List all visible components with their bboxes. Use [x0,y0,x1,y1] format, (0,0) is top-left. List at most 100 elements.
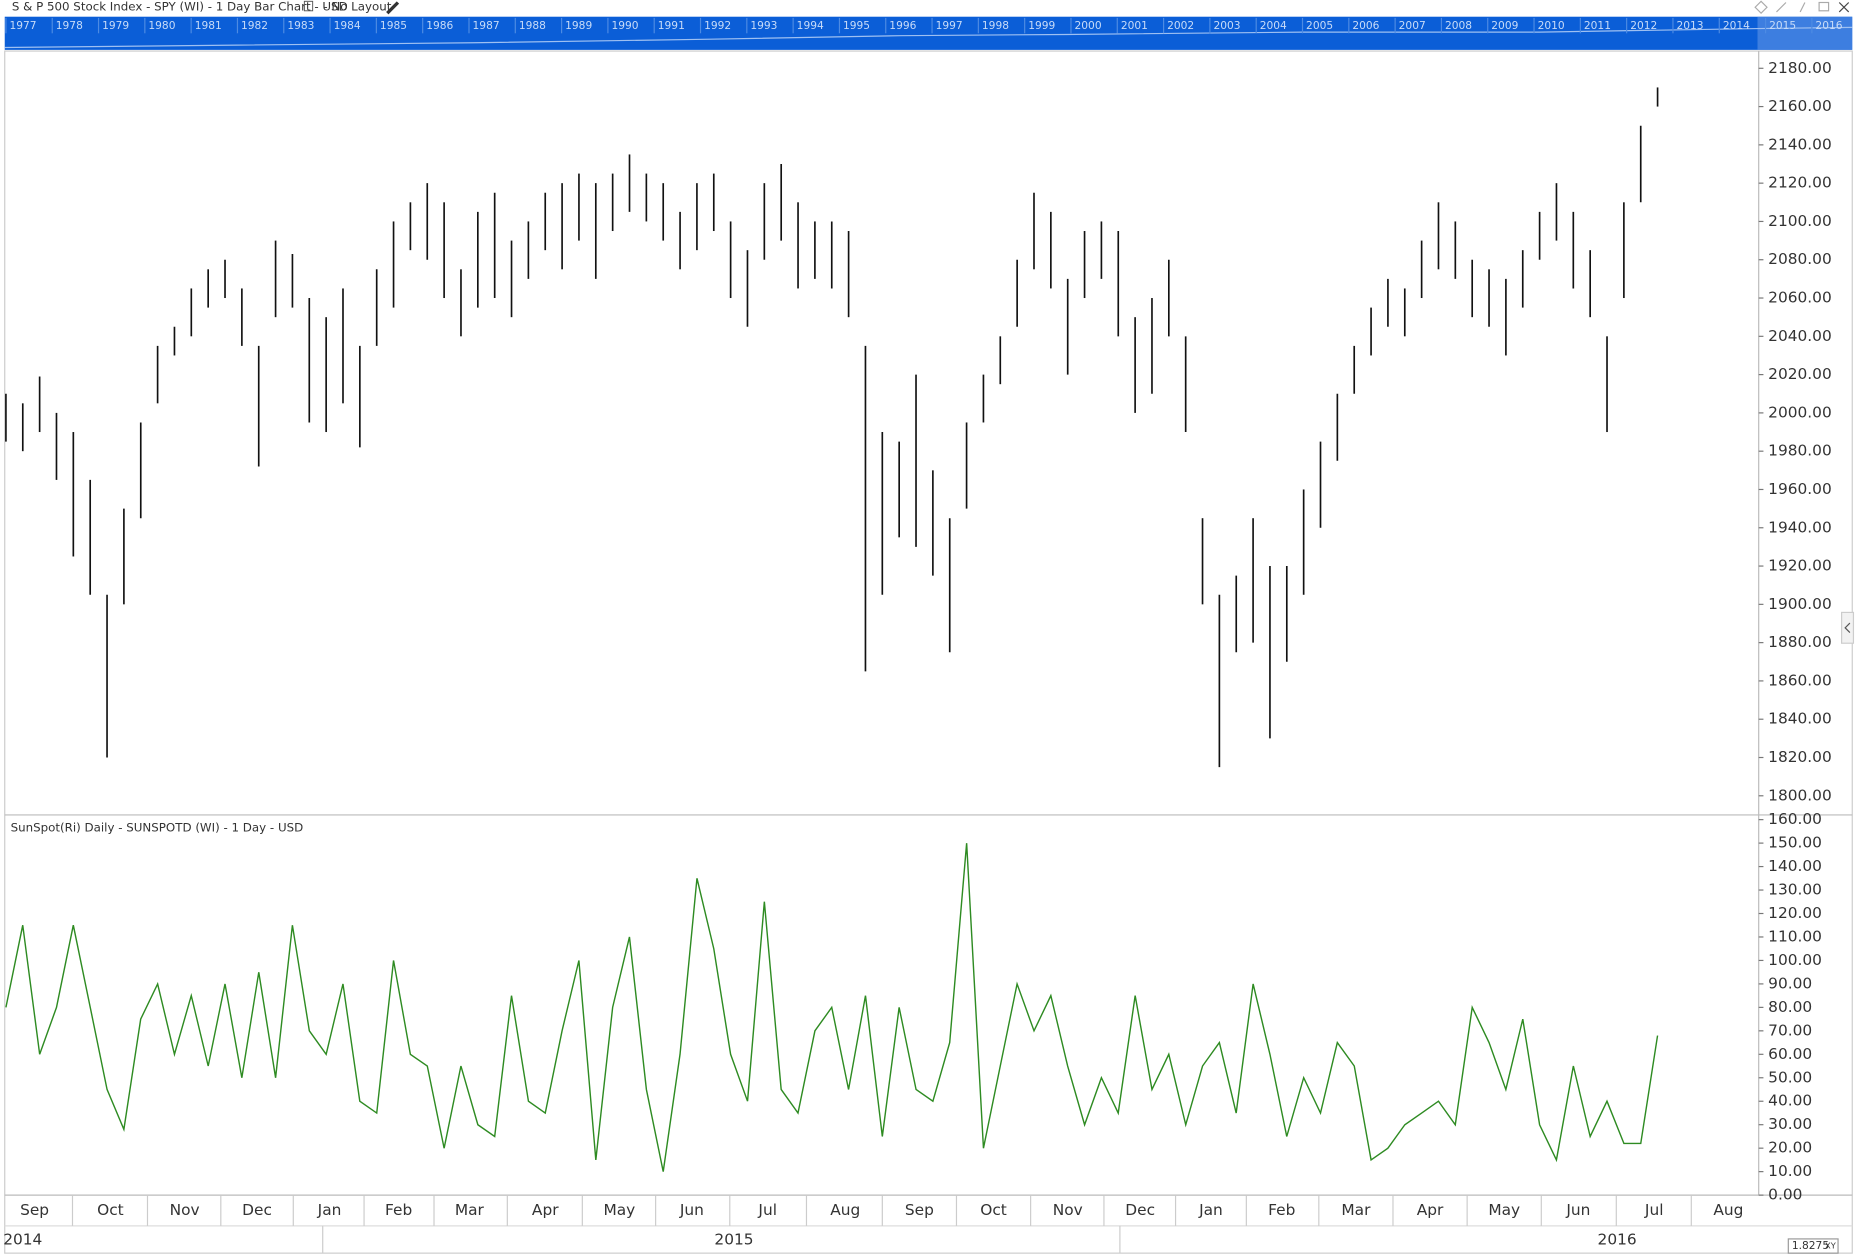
x-tick-label: Jan [317,1201,342,1219]
navigator-year: 1987 [473,19,500,32]
y-tick-label: 130.00 [1768,881,1822,899]
navigator-year: 1998 [982,19,1009,32]
x-tick-label: Aug [830,1201,860,1219]
y-tick-label: 10.00 [1768,1162,1812,1180]
navigator-year: 2013 [1677,19,1704,32]
y-tick-label: 2140.00 [1768,135,1832,153]
x-tick-label: Mar [1341,1201,1371,1219]
navigator-year: 1980 [148,19,175,32]
pane-title: SunSpot(Ri) Daily - SUNSPOTD (WI) - 1 Da… [11,820,304,834]
navigator-year: 2011 [1584,19,1611,32]
navigator-year: 1992 [704,19,731,32]
x-tick-label: Jul [757,1201,777,1219]
navigator-year: 1999 [1028,19,1055,32]
y-tick-label: 90.00 [1768,974,1812,992]
x-tick-label: Apr [1417,1201,1444,1219]
x-tick-label: Dec [242,1201,272,1219]
navigator-year: 2007 [1399,19,1426,32]
navigator-year: 1995 [843,19,870,32]
icon[interactable] [1754,0,1768,14]
x-tick-label: Aug [1713,1201,1743,1219]
y-tick-label: 80.00 [1768,998,1812,1016]
y-tick-label: 140.00 [1768,857,1822,875]
navigator-year: 2008 [1445,19,1472,32]
navigator-year: 1985 [380,19,407,32]
navigator-trace [4,26,1853,49]
y-tick-label: 70.00 [1768,1021,1812,1039]
y-tick-label: 2120.00 [1768,174,1832,192]
edit-icon[interactable] [386,1,400,15]
x-tick-label: Feb [1268,1201,1295,1219]
navigator-year: 2010 [1538,19,1565,32]
y-tick-label: 20.00 [1768,1139,1812,1157]
navigator-year: 2001 [1121,19,1148,32]
icon[interactable] [1776,2,1787,13]
sunspot-line [5,843,1659,1172]
navigator-year: 2006 [1352,19,1379,32]
x-tick-label: Jan [1198,1201,1223,1219]
icon[interactable] [1818,1,1830,12]
y-tick-label: 50.00 [1768,1068,1812,1086]
x-tick-label: Nov [170,1201,200,1219]
navigator-year: 1981 [195,19,222,32]
navigator-year: 1978 [56,19,83,32]
navigator-year: 2000 [1075,19,1102,32]
y-tick-label: 1960.00 [1768,480,1832,498]
y-tick-label: 1880.00 [1768,633,1832,651]
x-tick-label: Jun [679,1201,704,1219]
lock-icon[interactable] [303,0,314,12]
navigator-year: 2014 [1723,19,1750,32]
y-tick-label: 2060.00 [1768,289,1832,307]
y-tick-label: 2100.00 [1768,212,1832,230]
navigator[interactable]: 1977 1978 1979 1980 1981 1982 1983 1984 1985 1986… [4,16,1853,50]
navigator-year: 1988 [519,19,546,32]
window-icons [1754,0,1850,14]
navigator-year: 1991 [658,19,685,32]
close-icon[interactable] [1838,2,1850,13]
x-tick-label: Mar [455,1201,485,1219]
y-tick-label: 1980.00 [1768,442,1832,460]
x-tick-label: Sep [20,1201,49,1219]
xy-button[interactable]: XY [1825,1241,1837,1251]
y-tick-label: 160.00 [1768,810,1822,828]
navigator-year: 1990 [611,19,638,32]
navigator-year: 2016 [1815,19,1842,32]
navigator-year: 1982 [241,19,268,32]
y-tick-label: 2080.00 [1768,250,1832,268]
x-tick-label: Jun [1565,1201,1590,1219]
navigator-year: 1997 [936,19,963,32]
navigator-year: 1994 [797,19,824,32]
navigator-year: 1979 [102,19,129,32]
icon[interactable] [1799,2,1806,13]
y-tick-label: 110.00 [1768,927,1822,945]
y-tick-label: 2040.00 [1768,327,1832,345]
collapse-tab[interactable] [1841,611,1855,644]
y-tick-label: 1820.00 [1768,748,1832,766]
x-tick-label: May [1488,1201,1520,1219]
navigator-year: 1983 [287,19,314,32]
x-tick-label: May [603,1201,635,1219]
x-tick-label: Feb [385,1201,412,1219]
navigator-window[interactable] [1757,16,1853,50]
navigator-year: 2015 [1769,19,1796,32]
y-tick-label: 1800.00 [1768,786,1832,804]
scale-box[interactable] [1787,1238,1839,1254]
navigator-year: 1984 [334,19,361,32]
x-tick-label: Oct [980,1201,1007,1219]
chart-title: S & P 500 Stock Index - SPY (WI) - 1 Day… [12,0,348,14]
navigator-year: 2012 [1630,19,1657,32]
y-tick-label: 2000.00 [1768,403,1832,421]
y-tick-label: 60.00 [1768,1045,1812,1063]
x-tick-label: Sep [905,1201,934,1219]
y-tick-label: 100.00 [1768,951,1822,969]
navigator-year: 1993 [750,19,777,32]
layout-label[interactable]: - No Layout [323,0,391,14]
y-tick-label: 150.00 [1768,834,1822,852]
navigator-year: 2009 [1491,19,1518,32]
y-tick-label: 2180.00 [1768,59,1832,77]
scale-value[interactable]: 1.8275 [1792,1239,1829,1252]
x-tick-label: Dec [1125,1201,1155,1219]
